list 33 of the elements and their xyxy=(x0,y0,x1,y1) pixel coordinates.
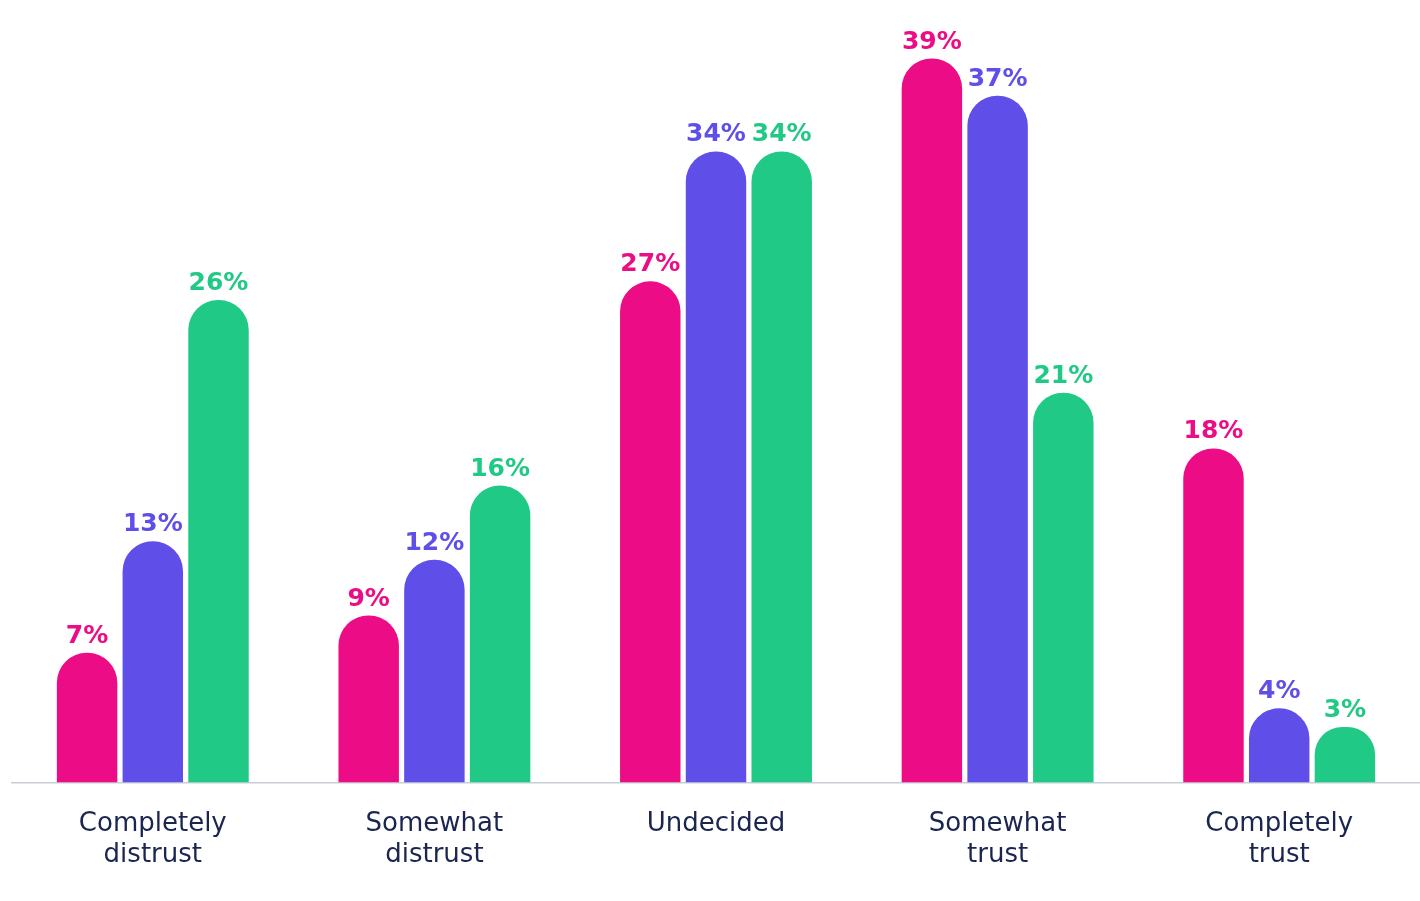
bar xyxy=(967,95,1028,783)
data-label: 3% xyxy=(1323,693,1367,723)
data-label: 34% xyxy=(751,118,812,148)
bar xyxy=(56,652,118,783)
data-label: 13% xyxy=(122,508,183,538)
x-tick-label: Somewhat distrust xyxy=(365,806,504,869)
bar xyxy=(620,281,681,783)
data-label: 12% xyxy=(404,526,465,556)
bar xyxy=(751,151,812,783)
data-label: 37% xyxy=(967,62,1028,92)
x-tick-label: Completely trust xyxy=(1205,806,1354,869)
data-label: 27% xyxy=(620,248,681,278)
bar xyxy=(469,485,531,783)
data-label: 21% xyxy=(1033,359,1094,389)
bar xyxy=(901,58,963,783)
bar xyxy=(404,559,465,783)
data-label: 16% xyxy=(470,452,531,482)
data-label: 34% xyxy=(686,118,746,148)
data-label: 18% xyxy=(1183,415,1244,445)
bar xyxy=(685,151,747,783)
data-label: 39% xyxy=(901,25,962,55)
data-label: 7% xyxy=(65,619,109,649)
bar xyxy=(1183,448,1244,783)
x-tick-label: Undecided xyxy=(646,806,786,837)
data-label: 9% xyxy=(347,582,390,612)
data-label: 4% xyxy=(1257,675,1301,705)
bar xyxy=(188,299,249,783)
data-label: 26% xyxy=(188,266,249,296)
x-tick-label: Completely distrust xyxy=(78,806,227,869)
bar xyxy=(122,541,184,783)
bar xyxy=(1033,392,1094,783)
x-tick-label: Somewhat trust xyxy=(928,806,1067,869)
bar xyxy=(338,615,399,783)
